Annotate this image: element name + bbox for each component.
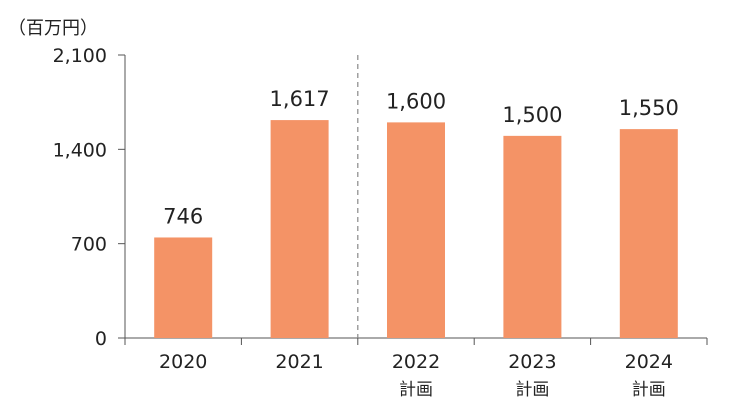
- data-label-2021: 1,617: [270, 87, 330, 111]
- data-label-2020: 746: [163, 204, 203, 228]
- data-label-2024: 1,550: [619, 96, 679, 120]
- bar-2024: [619, 129, 678, 338]
- y-tick-label: 700: [71, 234, 107, 256]
- x-sublabel-2023: 計画: [515, 380, 549, 400]
- y-tick-label: 1,400: [53, 139, 107, 161]
- bar-2022: [387, 122, 445, 338]
- bars: [154, 120, 678, 338]
- x-sublabel-2024: 計画: [632, 380, 666, 400]
- x-tick-label-2021: 2021: [275, 351, 323, 373]
- bar-2021: [270, 120, 329, 338]
- data-label-2022: 1,600: [386, 89, 446, 113]
- category-labels: 2020 2021 2022 計画 2023 計画 2024 計画: [159, 351, 673, 400]
- value-labels: 746 1,617 1,600 1,500 1,550: [163, 87, 679, 228]
- y-tick-label: 2,100: [53, 45, 107, 67]
- unit-label: （百万円）: [8, 18, 98, 39]
- x-tick-label-2020: 2020: [159, 351, 207, 373]
- bar-2020: [154, 237, 213, 338]
- x-tick-label-2024: 2024: [625, 351, 673, 373]
- x-tick-label-2023: 2023: [508, 351, 556, 373]
- y-axis: 0 700 1,400 2,100: [53, 45, 126, 350]
- data-label-2023: 1,500: [502, 103, 562, 127]
- x-tick-label-2022: 2022: [392, 351, 440, 373]
- bar-2023: [503, 135, 562, 338]
- y-tick-label: 0: [95, 328, 107, 350]
- x-sublabel-2022: 計画: [399, 380, 433, 400]
